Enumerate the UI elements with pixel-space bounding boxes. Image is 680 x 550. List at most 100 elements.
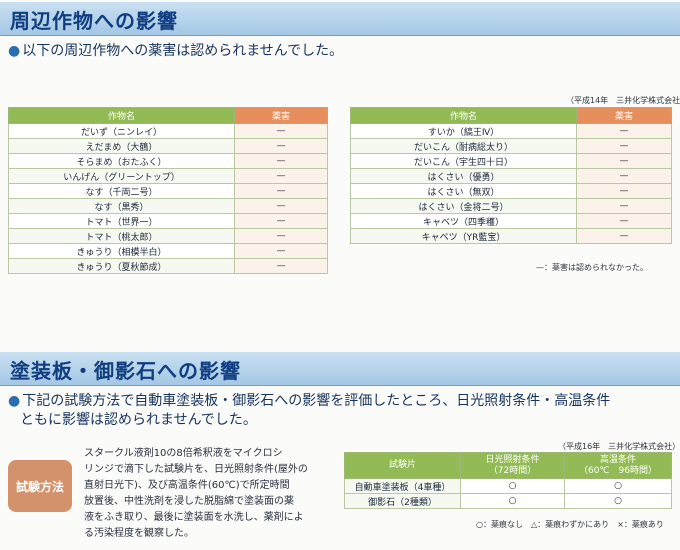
- damage-cell: —: [234, 138, 328, 154]
- test-method-badge: 試験方法: [8, 460, 72, 512]
- table-row: はくさい（優勇） —: [350, 168, 672, 184]
- table-row: なす（千両二号） —: [8, 183, 328, 199]
- crop-cell: えだまめ（大鶴）: [8, 138, 235, 154]
- crop-cell: きゅうり（相模半白）: [8, 243, 235, 259]
- damage-cell: —: [576, 153, 672, 169]
- heat-result-cell: ○: [564, 493, 672, 509]
- source-credit: （平成14年 三井化学株式会社）: [566, 96, 680, 105]
- section-title: 塗装板・御影石への影響: [10, 359, 241, 383]
- lead-text-line2: ともに影響は認められませんでした。: [20, 412, 257, 428]
- crop-cell: そらまめ（おたふく）: [8, 153, 235, 169]
- section-title: 周辺作物への影響: [10, 9, 178, 33]
- section-header-band: 周辺作物への影響: [0, 2, 680, 36]
- table-row: いんげん（グリーントップ） —: [8, 168, 328, 184]
- table-row: はくさい（金将二号） —: [350, 198, 672, 214]
- crop-cell: なす（千両二号）: [8, 183, 235, 199]
- table-row: はくさい（無双） —: [350, 183, 672, 199]
- crop-cell: キャベツ（四季穫）: [350, 213, 577, 229]
- section-header-band: 塗装板・御影石への影響: [0, 352, 680, 386]
- crop-cell: きゅうり（夏秋節成）: [8, 258, 235, 274]
- sunlight-result-cell: ○: [460, 478, 565, 494]
- table-row: キャベツ（四季穫） —: [350, 213, 672, 229]
- crop-cell: なす（黒秀）: [8, 198, 235, 214]
- crop-cell: キャベツ（YR藍宝）: [350, 228, 577, 244]
- damage-cell: —: [576, 183, 672, 199]
- column-header-damage: 薬害: [234, 107, 328, 124]
- table-row: なす（黒秀） —: [8, 198, 328, 214]
- method-line: リンジで滴下した試験片を、日光照射条件(屋外の: [84, 464, 308, 475]
- damage-cell: —: [234, 123, 328, 139]
- method-line: 直射日光下)、及び高温条件(60℃)で所定時間: [84, 480, 290, 491]
- crop-table-right: 作物名 薬害 すいか（縞王Ⅳ） — だいこん（耐病総太り） — だいこん（宇生四十日…: [350, 107, 672, 244]
- damage-cell: —: [576, 123, 672, 139]
- method-line: 液をふき取り、最後に塗装面を水洗し、薬剤によ: [84, 512, 304, 523]
- column-header-heat: 高温条件 （60℃ 96時間）: [564, 452, 672, 479]
- crop-cell: トマト（世界一）: [8, 213, 235, 229]
- method-line: スタークル液剤10の8倍希釈液をマイクロシ: [84, 448, 283, 459]
- damage-cell: —: [576, 168, 672, 184]
- table-row: キャベツ（YR藍宝） —: [350, 228, 672, 244]
- damage-cell: —: [234, 153, 328, 169]
- lead-text: 以下の周辺作物への薬害は認められませんでした。: [22, 43, 344, 59]
- heat-header-line2: （60℃ 96時間）: [578, 465, 657, 476]
- method-line: る汚染程度を観察した。: [84, 528, 194, 539]
- table-note: —：薬害は認められなかった。: [536, 263, 648, 272]
- test-result-table: 試験片 日光照射条件 （72時間） 高温条件 （60℃ 96時間） 自動車塗装板…: [344, 452, 672, 509]
- damage-cell: —: [234, 243, 328, 259]
- crop-cell: だいこん（宇生四十日）: [350, 153, 577, 169]
- source-credit: （平成16年 三井化学株式会社）: [558, 442, 680, 451]
- damage-cell: —: [234, 213, 328, 229]
- column-header-sunlight: 日光照射条件 （72時間）: [460, 452, 565, 479]
- damage-cell: —: [234, 258, 328, 274]
- table-row: きゅうり（相模半白） —: [8, 243, 328, 259]
- damage-cell: —: [234, 168, 328, 184]
- piece-cell: 自動車塗装板（4車種）: [344, 478, 461, 494]
- section-lead-continued: ともに影響は認められませんでした。: [20, 411, 257, 430]
- crop-cell: いんげん（グリーントップ）: [8, 168, 235, 184]
- damage-cell: —: [234, 198, 328, 214]
- crop-cell: はくさい（無双）: [350, 183, 577, 199]
- damage-cell: —: [234, 183, 328, 199]
- heat-result-cell: ○: [564, 478, 672, 494]
- column-header-crop: 作物名: [8, 107, 235, 124]
- column-header-crop: 作物名: [350, 107, 577, 124]
- damage-cell: —: [576, 198, 672, 214]
- sunlight-header-line2: （72時間）: [488, 465, 537, 476]
- method-line: 放置後、中性洗剤を浸した脱脂綿で塗装面の薬: [84, 496, 294, 507]
- column-header-damage: 薬害: [576, 107, 672, 124]
- lead-text-line1: 下記の試験方法で自動車塗装板・御影石への影響を評価したところ、日光照射条件・高温…: [22, 393, 611, 409]
- damage-cell: —: [576, 228, 672, 244]
- sunlight-result-cell: ○: [460, 493, 565, 509]
- column-header-piece: 試験片: [344, 452, 461, 479]
- crop-cell: はくさい（金将二号）: [350, 198, 577, 214]
- table-row: きゅうり（夏秋節成） —: [8, 258, 328, 274]
- crop-cell: トマト（桃太郎）: [8, 228, 235, 244]
- section-lead: ● 下記の試験方法で自動車塗装板・御影石への影響を評価したところ、日光照射条件・高…: [8, 392, 610, 411]
- crop-cell: だいこん（耐病総太り）: [350, 138, 577, 154]
- section-lead: ● 以下の周辺作物への薬害は認められませんでした。: [8, 42, 343, 61]
- table-row: 自動車塗装板（4車種） ○ ○: [344, 478, 672, 494]
- table-row: だいこん（宇生四十日） —: [350, 153, 672, 169]
- crop-cell: だいず（ニンレイ）: [8, 123, 235, 139]
- bullet-icon: ●: [8, 393, 21, 409]
- table-row: トマト（桃太郎） —: [8, 228, 328, 244]
- table-row: すいか（縞王Ⅳ） —: [350, 123, 672, 139]
- damage-cell: —: [234, 228, 328, 244]
- piece-cell: 御影石（2種類）: [344, 493, 461, 509]
- table-row: そらまめ（おたふく） —: [8, 153, 328, 169]
- damage-cell: —: [576, 138, 672, 154]
- damage-cell: —: [576, 213, 672, 229]
- table-row: トマト（世界一） —: [8, 213, 328, 229]
- crop-table-left: 作物名 薬害 だいず（ニンレイ） — えだまめ（大鶴） — そらまめ（おたふく） — …: [8, 107, 328, 274]
- table-row: 御影石（2種類） ○ ○: [344, 493, 672, 509]
- table-row: だいこん（耐病総太り） —: [350, 138, 672, 154]
- crop-cell: はくさい（優勇）: [350, 168, 577, 184]
- bullet-icon: ●: [8, 43, 21, 59]
- result-legend: ○：薬痕なし △：薬痕わずかにあり ×：薬痕あり: [476, 520, 664, 529]
- crop-cell: すいか（縞王Ⅳ）: [350, 123, 577, 139]
- sunlight-header-line1: 日光照射条件: [485, 454, 540, 465]
- table-row: えだまめ（大鶴） —: [8, 138, 328, 154]
- test-method-text: スタークル液剤10の8倍希釈液をマイクロシ リンジで滴下した試験片を、日光照射条…: [84, 446, 334, 542]
- heat-header-line1: 高温条件: [599, 454, 636, 465]
- table-row: だいず（ニンレイ） —: [8, 123, 328, 139]
